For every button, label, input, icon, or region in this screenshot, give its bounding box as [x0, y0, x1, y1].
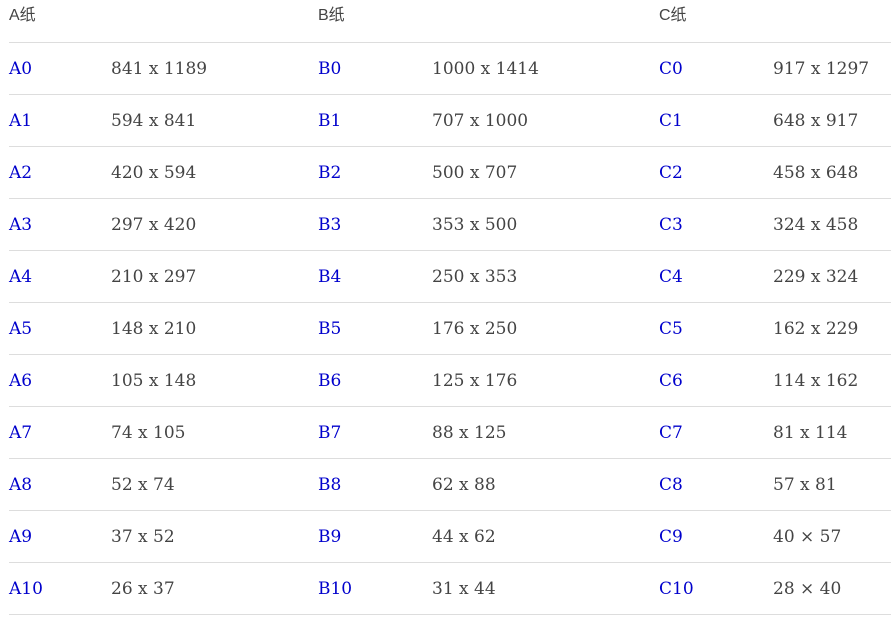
b-series-size: 125 x 176: [432, 354, 659, 407]
b-series-size: 353 x 500: [432, 198, 659, 251]
a-series-size: 594 x 841: [111, 94, 318, 147]
c-series-size: 81 x 114: [773, 406, 891, 459]
a-series-code[interactable]: A8: [9, 458, 111, 511]
a-series-size: 37 x 52: [111, 510, 318, 563]
a-series-size: 210 x 297: [111, 250, 318, 303]
b-series-code[interactable]: B8: [318, 458, 432, 511]
table-row: A1 594 x 841 B1 707 x 1000 C1 648 x 917: [9, 94, 891, 147]
a-series-code[interactable]: A6: [9, 354, 111, 407]
b-series-code[interactable]: B9: [318, 510, 432, 563]
a-series-size: 841 x 1189: [111, 42, 318, 95]
a-series-size: 74 x 105: [111, 406, 318, 459]
header-a-series: A纸: [9, 0, 318, 43]
c-series-code[interactable]: C4: [659, 250, 773, 303]
c-series-size: 162 x 229: [773, 302, 891, 355]
b-series-size: 176 x 250: [432, 302, 659, 355]
table-row: A8 52 x 74 B8 62 x 88 C8 57 x 81: [9, 458, 891, 511]
c-series-code[interactable]: C6: [659, 354, 773, 407]
b-series-size: 62 x 88: [432, 458, 659, 511]
c-series-code[interactable]: C1: [659, 94, 773, 147]
table-row: A6 105 x 148 B6 125 x 176 C6 114 x 162: [9, 354, 891, 407]
c-series-size: 648 x 917: [773, 94, 891, 147]
header-c-series: C纸: [659, 0, 891, 43]
a-series-size: 26 x 37: [111, 562, 318, 615]
c-series-size: 28 × 40: [773, 562, 891, 615]
b-series-size: 707 x 1000: [432, 94, 659, 147]
table-row: A7 74 x 105 B7 88 x 125 C7 81 x 114: [9, 406, 891, 459]
a-series-code[interactable]: A5: [9, 302, 111, 355]
table-row: A2 420 x 594 B2 500 x 707 C2 458 x 648: [9, 146, 891, 199]
header-c-label: C纸: [659, 7, 687, 24]
a-series-code[interactable]: A2: [9, 146, 111, 199]
b-series-code[interactable]: B3: [318, 198, 432, 251]
b-series-size: 250 x 353: [432, 250, 659, 303]
c-series-size: 40 × 57: [773, 510, 891, 563]
c-series-size: 57 x 81: [773, 458, 891, 511]
a-series-code[interactable]: A4: [9, 250, 111, 303]
c-series-size: 229 x 324: [773, 250, 891, 303]
table-header: A纸 B纸 C纸: [9, 0, 891, 43]
a-series-code[interactable]: A9: [9, 510, 111, 563]
b-series-size: 31 x 44: [432, 562, 659, 615]
b-series-size: 500 x 707: [432, 146, 659, 199]
c-series-size: 917 x 1297: [773, 42, 891, 95]
header-a-label: A纸: [9, 7, 36, 24]
b-series-code[interactable]: B5: [318, 302, 432, 355]
a-series-code[interactable]: A3: [9, 198, 111, 251]
table-row: A3 297 x 420 B3 353 x 500 C3 324 x 458: [9, 198, 891, 251]
header-row: A纸 B纸 C纸: [9, 0, 891, 43]
c-series-size: 458 x 648: [773, 146, 891, 199]
table-row: A0 841 x 1189 B0 1000 x 1414 C0 917 x 1297: [9, 42, 891, 95]
b-series-code[interactable]: B4: [318, 250, 432, 303]
header-b-label: B纸: [318, 7, 345, 24]
b-series-size: 88 x 125: [432, 406, 659, 459]
table-row: A4 210 x 297 B4 250 x 353 C4 229 x 324: [9, 250, 891, 303]
b-series-code[interactable]: B6: [318, 354, 432, 407]
a-series-size: 420 x 594: [111, 146, 318, 199]
a-series-code[interactable]: A0: [9, 42, 111, 95]
b-series-code[interactable]: B10: [318, 562, 432, 615]
c-series-code[interactable]: C8: [659, 458, 773, 511]
a-series-size: 148 x 210: [111, 302, 318, 355]
a-series-size: 52 x 74: [111, 458, 318, 511]
table-row: A9 37 x 52 B9 44 x 62 C9 40 × 57: [9, 510, 891, 563]
c-series-code[interactable]: C7: [659, 406, 773, 459]
c-series-size: 114 x 162: [773, 354, 891, 407]
table-row: A5 148 x 210 B5 176 x 250 C5 162 x 229: [9, 302, 891, 355]
header-b-series: B纸: [318, 0, 659, 43]
table-row: A10 26 x 37 B10 31 x 44 C10 28 × 40: [9, 562, 891, 615]
c-series-code[interactable]: C9: [659, 510, 773, 563]
b-series-code[interactable]: B0: [318, 42, 432, 95]
c-series-code[interactable]: C2: [659, 146, 773, 199]
table-body: A0 841 x 1189 B0 1000 x 1414 C0 917 x 1297 A1 5…: [9, 42, 891, 615]
a-series-code[interactable]: A7: [9, 406, 111, 459]
b-series-code[interactable]: B7: [318, 406, 432, 459]
b-series-code[interactable]: B2: [318, 146, 432, 199]
c-series-code[interactable]: C5: [659, 302, 773, 355]
c-series-code[interactable]: C0: [659, 42, 773, 95]
c-series-code[interactable]: C10: [659, 562, 773, 615]
a-series-size: 297 x 420: [111, 198, 318, 251]
b-series-size: 1000 x 1414: [432, 42, 659, 95]
paper-size-table: A纸 B纸 C纸 A0 841 x 1189 B0 1000 x 1414 C0 917 …: [9, 0, 891, 615]
b-series-code[interactable]: B1: [318, 94, 432, 147]
a-series-size: 105 x 148: [111, 354, 318, 407]
b-series-size: 44 x 62: [432, 510, 659, 563]
c-series-size: 324 x 458: [773, 198, 891, 251]
c-series-code[interactable]: C3: [659, 198, 773, 251]
a-series-code[interactable]: A1: [9, 94, 111, 147]
a-series-code[interactable]: A10: [9, 562, 111, 615]
